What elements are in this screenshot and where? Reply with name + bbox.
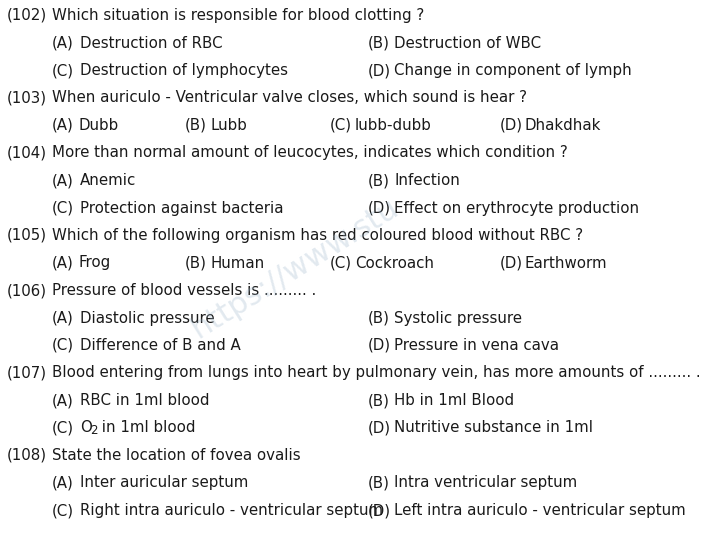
- Text: (A): (A): [52, 311, 74, 326]
- Text: Left intra auriculo - ventricular septum: Left intra auriculo - ventricular septum: [394, 503, 686, 518]
- Text: (C): (C): [330, 118, 352, 133]
- Text: (B): (B): [368, 311, 390, 326]
- Text: (C): (C): [52, 338, 74, 353]
- Text: Which of the following organism has red coloured blood without RBC ?: Which of the following organism has red …: [52, 228, 583, 243]
- Text: (A): (A): [52, 173, 74, 188]
- Text: O: O: [80, 421, 92, 435]
- Text: Blood entering from lungs into heart by pulmonary vein, has more amounts of ....: Blood entering from lungs into heart by …: [52, 366, 701, 380]
- Text: https://www.stu: https://www.stu: [186, 193, 404, 344]
- Text: (103): (103): [7, 91, 47, 105]
- Text: (C): (C): [52, 63, 74, 78]
- Text: (C): (C): [330, 255, 352, 271]
- Text: in 1ml blood: in 1ml blood: [97, 421, 195, 435]
- Text: Protection against bacteria: Protection against bacteria: [80, 200, 283, 216]
- Text: (102): (102): [7, 8, 47, 23]
- Text: 2: 2: [90, 424, 97, 438]
- Text: Which situation is responsible for blood clotting ?: Which situation is responsible for blood…: [52, 8, 424, 23]
- Text: (C): (C): [52, 421, 74, 435]
- Text: (C): (C): [52, 200, 74, 216]
- Text: (A): (A): [52, 255, 74, 271]
- Text: (B): (B): [368, 36, 390, 51]
- Text: (105): (105): [7, 228, 47, 243]
- Text: (D): (D): [500, 118, 523, 133]
- Text: (B): (B): [368, 475, 390, 490]
- Text: (D): (D): [368, 63, 391, 78]
- Text: (D): (D): [368, 338, 391, 353]
- Text: (B): (B): [185, 255, 207, 271]
- Text: Earthworm: Earthworm: [525, 255, 608, 271]
- Text: When auriculo - Ventricular valve closes, which sound is hear ?: When auriculo - Ventricular valve closes…: [52, 91, 527, 105]
- Text: (106): (106): [7, 283, 47, 298]
- Text: (B): (B): [368, 173, 390, 188]
- Text: (D): (D): [500, 255, 523, 271]
- Text: Difference of B and A: Difference of B and A: [80, 338, 241, 353]
- Text: (107): (107): [7, 366, 47, 380]
- Text: Right intra auriculo - ventricular septum: Right intra auriculo - ventricular septu…: [80, 503, 383, 518]
- Text: Systolic pressure: Systolic pressure: [394, 311, 522, 326]
- Text: Effect on erythrocyte production: Effect on erythrocyte production: [394, 200, 639, 216]
- Text: (108): (108): [7, 448, 47, 463]
- Text: More than normal amount of leucocytes, indicates which condition ?: More than normal amount of leucocytes, i…: [52, 145, 568, 160]
- Text: (A): (A): [52, 475, 74, 490]
- Text: Dubb: Dubb: [78, 118, 118, 133]
- Text: State the location of fovea ovalis: State the location of fovea ovalis: [52, 448, 301, 463]
- Text: lubb-dubb: lubb-dubb: [355, 118, 432, 133]
- Text: Human: Human: [210, 255, 264, 271]
- Text: Cockroach: Cockroach: [355, 255, 434, 271]
- Text: Destruction of WBC: Destruction of WBC: [394, 36, 541, 51]
- Text: (A): (A): [52, 36, 74, 51]
- Text: (D): (D): [368, 503, 391, 518]
- Text: Dhakdhak: Dhakdhak: [525, 118, 601, 133]
- Text: Pressure of blood vessels is ......... .: Pressure of blood vessels is ......... .: [52, 283, 317, 298]
- Text: Destruction of RBC: Destruction of RBC: [80, 36, 223, 51]
- Text: Pressure in vena cava: Pressure in vena cava: [394, 338, 559, 353]
- Text: (A): (A): [52, 393, 74, 408]
- Text: (104): (104): [7, 145, 47, 160]
- Text: Change in component of lymph: Change in component of lymph: [394, 63, 632, 78]
- Text: (B): (B): [368, 393, 390, 408]
- Text: Anemic: Anemic: [80, 173, 136, 188]
- Text: Nutritive substance in 1ml: Nutritive substance in 1ml: [394, 421, 593, 435]
- Text: (A): (A): [52, 118, 74, 133]
- Text: RBC in 1ml blood: RBC in 1ml blood: [80, 393, 210, 408]
- Text: (D): (D): [368, 200, 391, 216]
- Text: Diastolic pressure: Diastolic pressure: [80, 311, 215, 326]
- Text: (D): (D): [368, 421, 391, 435]
- Text: (B): (B): [185, 118, 207, 133]
- Text: Destruction of lymphocytes: Destruction of lymphocytes: [80, 63, 288, 78]
- Text: Hb in 1ml Blood: Hb in 1ml Blood: [394, 393, 514, 408]
- Text: Inter auricular septum: Inter auricular septum: [80, 475, 248, 490]
- Text: Infection: Infection: [394, 173, 460, 188]
- Text: Lubb: Lubb: [210, 118, 247, 133]
- Text: Frog: Frog: [78, 255, 110, 271]
- Text: (C): (C): [52, 503, 74, 518]
- Text: Intra ventricular septum: Intra ventricular septum: [394, 475, 577, 490]
